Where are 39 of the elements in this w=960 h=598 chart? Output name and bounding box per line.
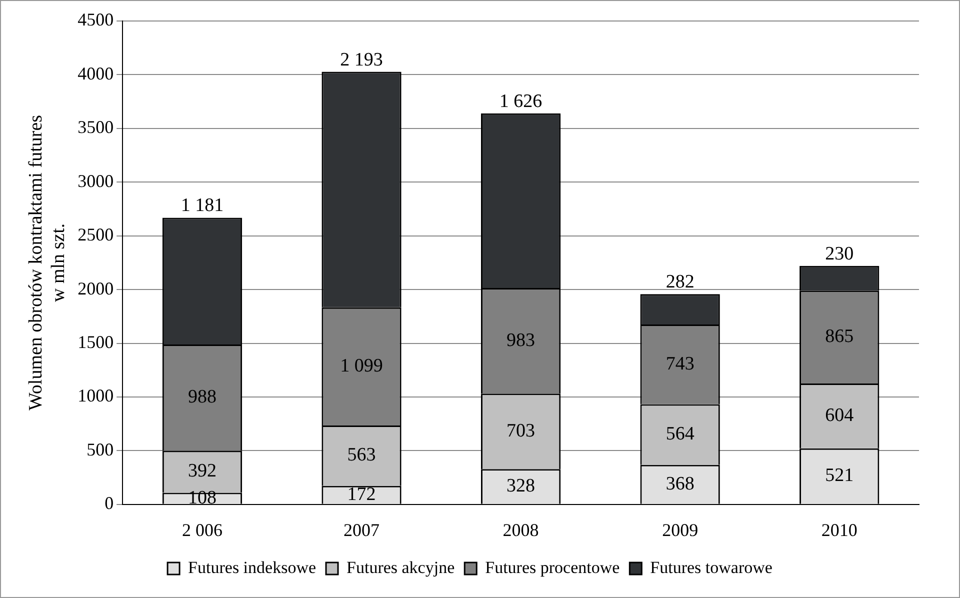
x-tick-label: 2 006	[182, 520, 222, 540]
data-label: 604	[825, 404, 854, 426]
data-label: 703	[506, 420, 536, 442]
x-tick-label: 2009	[662, 520, 698, 540]
legend-label: Futures akcyjne	[346, 558, 455, 577]
y-tick-label: 0	[104, 493, 114, 514]
y-axis-title: Wolumen obrotów kontraktami futures w mln szt.	[25, 114, 70, 410]
data-label: 2 193	[340, 49, 383, 70]
x-tick-label: 2007	[344, 520, 380, 540]
data-label: 172	[347, 484, 376, 505]
x-tick-label: 2010	[821, 520, 858, 540]
legend-label: Futures procentowe	[485, 558, 620, 577]
data-label: 328	[506, 476, 536, 497]
data-label: 1 626	[499, 90, 542, 112]
y-tick-label: 4500	[78, 10, 114, 30]
data-label: 988	[188, 386, 216, 408]
legend-label: Futures indeksowe	[188, 558, 316, 577]
data-label: 521	[825, 465, 854, 486]
data-label: 230	[825, 243, 854, 264]
data-label: 1 181	[180, 195, 224, 216]
x-tick-label: 2008	[502, 520, 539, 540]
y-tick-label: 500	[86, 439, 114, 460]
y-tick-label: 2500	[78, 224, 114, 245]
y-tick-label: 3500	[78, 117, 114, 138]
y-tick-label: 1500	[78, 332, 114, 352]
data-label: 282	[666, 272, 694, 293]
data-label: 1 099	[340, 355, 383, 376]
data-label: 368	[666, 473, 694, 494]
data-label: 564	[666, 424, 695, 445]
y-tick-label: 4000	[78, 63, 114, 84]
data-label: 983	[506, 330, 536, 351]
y-tick-label: 3000	[78, 170, 114, 191]
data-label: 865	[825, 326, 854, 348]
y-tick-label: 1000	[78, 386, 114, 406]
y-tick-label: 2000	[78, 278, 114, 298]
data-label: 392	[188, 460, 216, 482]
legend-label: Futures towarowe	[650, 558, 772, 577]
data-label: 743	[666, 353, 694, 374]
data-label: 563	[347, 444, 376, 466]
